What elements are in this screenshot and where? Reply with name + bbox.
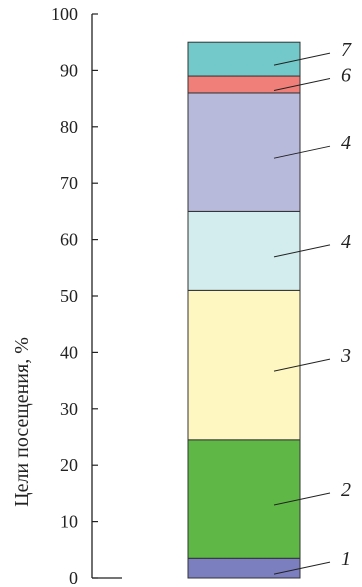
segment-leader-line: [273, 358, 331, 372]
bar-segment: [187, 75, 301, 94]
y-tick-label: 40: [60, 342, 78, 362]
segment-label: 3: [340, 345, 351, 367]
y-tick-label: 80: [60, 117, 78, 137]
bar-segment: [187, 439, 301, 559]
segment-label: 4: [341, 132, 351, 154]
y-tick-label: 20: [60, 455, 78, 475]
bar-segment: [187, 289, 301, 441]
bar-segments: [187, 41, 301, 579]
segment-label: 2: [341, 479, 351, 501]
y-tick-label: 50: [60, 286, 78, 306]
y-axis: 0 10 20 30 40 50 60 70 80 90 100: [51, 4, 122, 587]
segment-label: 4: [341, 231, 351, 253]
segment-label: 1: [341, 548, 351, 570]
segment-leader-line: [273, 492, 331, 506]
y-axis-label: Цели посещения, %: [11, 337, 33, 507]
y-tick-label: 100: [51, 4, 78, 24]
segment-leader-line: [273, 145, 331, 159]
bar-segment: [187, 557, 301, 579]
y-tick-label: 0: [69, 568, 78, 587]
segment-leader-line: [273, 244, 331, 258]
y-tick-label: 30: [60, 399, 78, 419]
segment-label: 7: [341, 39, 352, 61]
bar-segment: [187, 92, 301, 212]
segment-leader-line: [273, 78, 331, 91]
bar-segment: [187, 41, 301, 77]
segment-leader-line: [273, 561, 331, 575]
bar-segment: [187, 210, 301, 291]
segment-label: 6: [341, 65, 351, 87]
y-tick-label: 60: [60, 230, 78, 250]
y-tick-label: 10: [60, 512, 78, 532]
segment-leader-line: [273, 52, 331, 66]
segment-labels: 1 2 3 4 4 6 7: [273, 39, 352, 575]
y-tick-label: 70: [60, 173, 78, 193]
y-tick-label: 90: [60, 60, 78, 80]
